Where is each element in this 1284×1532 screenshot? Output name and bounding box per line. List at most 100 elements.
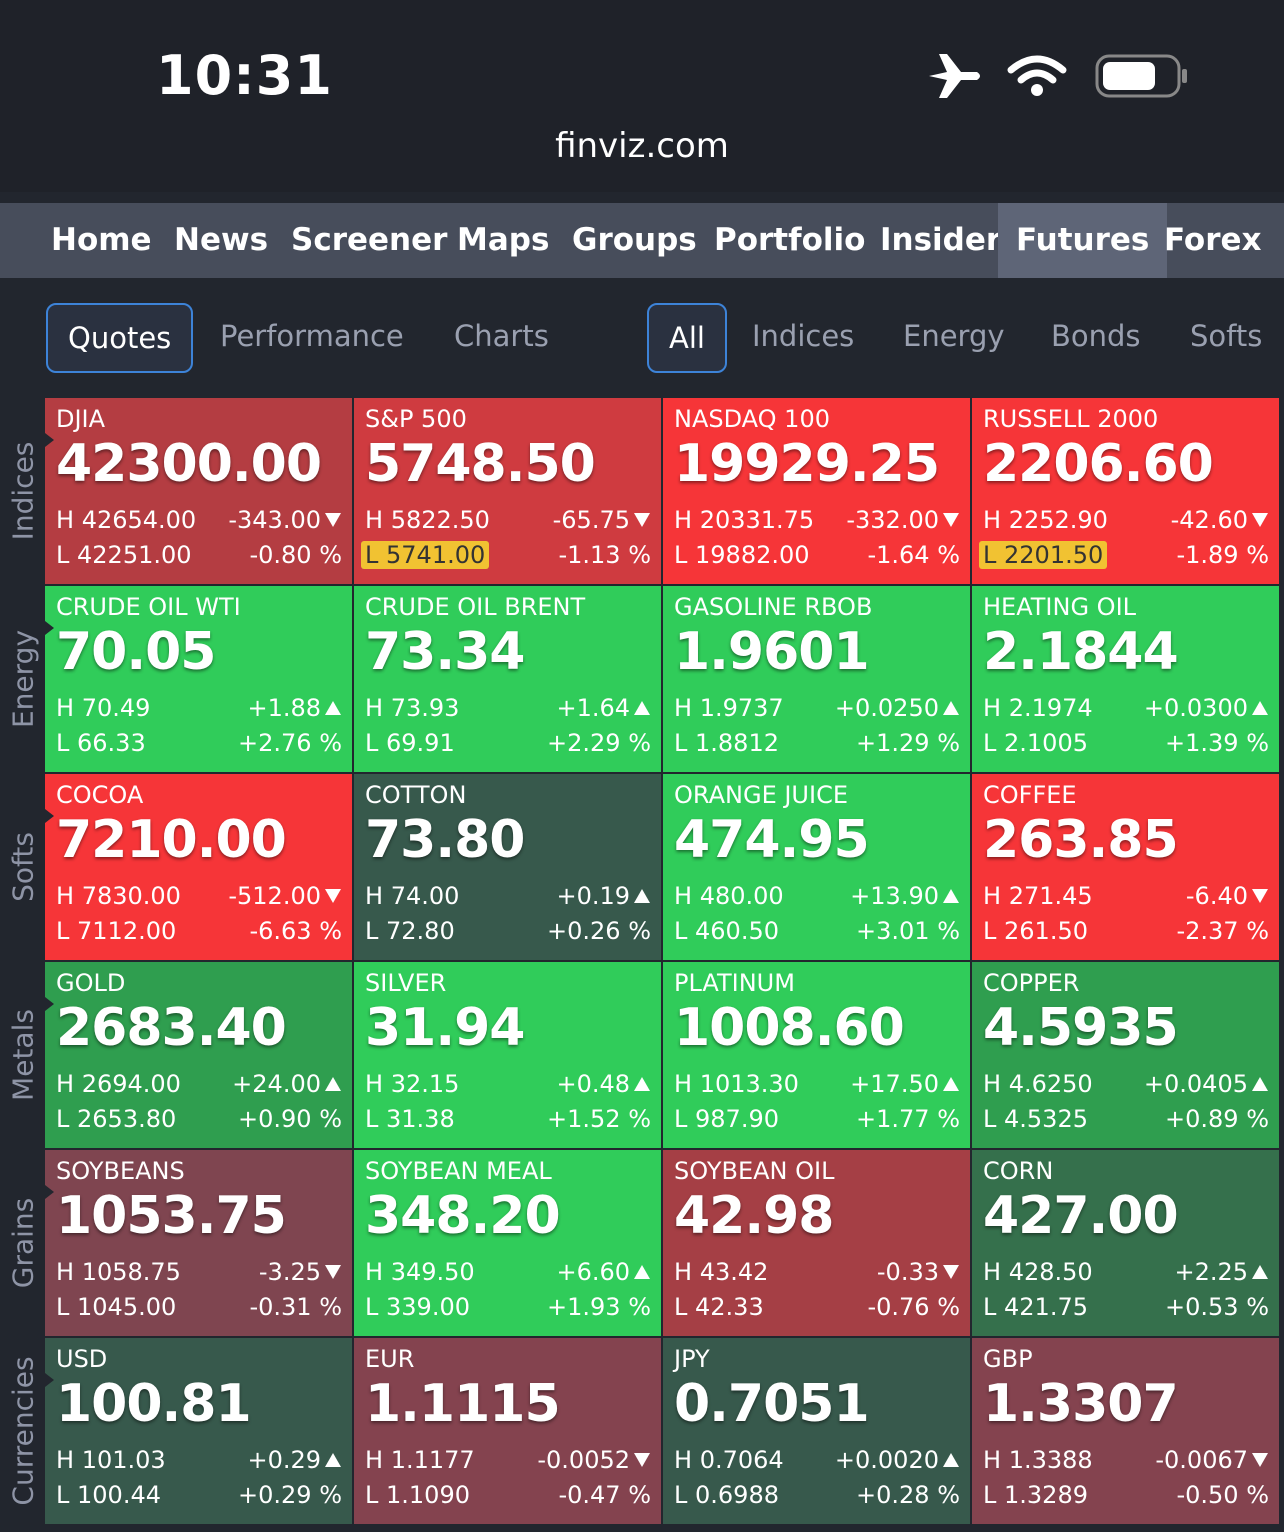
change-value: -42.60 bbox=[1170, 506, 1248, 534]
low-label: L bbox=[56, 541, 70, 569]
quote-tile[interactable]: EUR 1.1115 H 1.1177 -0.0052 L 1.1090 -0.47 % bbox=[354, 1338, 661, 1524]
high-row: H 2.1974 +0.0300 bbox=[983, 692, 1269, 724]
high-row: H 42654.00 -343.00 bbox=[56, 504, 342, 536]
low-value: 19882.00 bbox=[695, 541, 810, 569]
high-row: H 0.7064 +0.0020 bbox=[674, 1444, 960, 1476]
quote-tile[interactable]: CRUDE OIL BRENT 73.34 H 73.93 +1.64 L 69.91 +… bbox=[354, 586, 661, 772]
low-label: L bbox=[674, 917, 688, 945]
tab[interactable]: Bonds bbox=[1051, 319, 1141, 353]
status-bar: 10:31 finviz.com bbox=[0, 0, 1284, 192]
tab[interactable]: Indices bbox=[752, 319, 855, 353]
price: 263.85 bbox=[983, 810, 1179, 870]
tab[interactable]: Energy bbox=[903, 319, 1005, 353]
quote-tile[interactable]: GOLD 2683.40 H 2694.00 +24.00 L 2653.80 +0.90… bbox=[45, 962, 352, 1148]
quote-tile[interactable]: S&P 500 5748.50 H 5822.50 -65.75 L 5741.00 -1… bbox=[354, 398, 661, 584]
change: +17.50 bbox=[850, 1068, 960, 1100]
change-value: +1.64 bbox=[556, 694, 630, 722]
percent: -0.50 % bbox=[1176, 1479, 1269, 1511]
tab[interactable]: Quotes bbox=[46, 303, 194, 373]
high-row: H 1.1177 -0.0052 bbox=[365, 1444, 651, 1476]
change: -3.25 bbox=[259, 1256, 342, 1288]
quote-tile[interactable]: JPY 0.7051 H 0.7064 +0.0020 L 0.6988 +0.28 % bbox=[663, 1338, 970, 1524]
quote-tile[interactable]: SOYBEANS 1053.75 H 1058.75 -3.25 L 1045.00 -0… bbox=[45, 1150, 352, 1336]
quote-tile[interactable]: COPPER 4.5935 H 4.6250 +0.0405 L 4.5325 +0.89… bbox=[972, 962, 1279, 1148]
nav-link[interactable]: Groups bbox=[572, 222, 697, 258]
quote-tile[interactable]: GASOLINE RBOB 1.9601 H 1.9737 +0.0250 L 1.88… bbox=[663, 586, 970, 772]
quote-tile[interactable]: COCOA 7210.00 H 7830.00 -512.00 L 7112.00 -6.… bbox=[45, 774, 352, 960]
instrument-name: CRUDE OIL WTI bbox=[56, 593, 241, 621]
high-value: 20331.75 bbox=[699, 506, 815, 534]
trend-arrow bbox=[634, 1265, 650, 1279]
tab[interactable]: All bbox=[647, 303, 727, 373]
price: 2.1844 bbox=[983, 622, 1179, 682]
quote-tile[interactable]: DJIA 42300.00 H 42654.00 -343.00 L 42251.00 -… bbox=[45, 398, 352, 584]
high-row: H 428.50 +2.25 bbox=[983, 1256, 1269, 1288]
percent: +1.93 % bbox=[547, 1291, 651, 1323]
tab[interactable]: Softs bbox=[1190, 319, 1263, 353]
quote-tile[interactable]: CRUDE OIL WTI 70.05 H 70.49 +1.88 L 66.33 +2.… bbox=[45, 586, 352, 772]
quote-tile[interactable]: COFFEE 263.85 H 271.45 -6.40 L 261.50 -2.37 % bbox=[972, 774, 1279, 960]
tab[interactable]: Performance bbox=[220, 319, 404, 353]
nav-link[interactable]: Futures bbox=[998, 203, 1168, 278]
high-value: 349.50 bbox=[390, 1258, 475, 1286]
high-value: 4.6250 bbox=[1008, 1070, 1093, 1098]
quote-tile[interactable]: RUSSELL 2000 2206.60 H 2252.90 -42.60 L 2201… bbox=[972, 398, 1279, 584]
low-value: 4.5325 bbox=[1004, 1105, 1088, 1133]
high-label: H bbox=[674, 506, 693, 534]
nav-link[interactable]: Portfolio bbox=[714, 222, 866, 258]
high: H 1.3388 bbox=[983, 1444, 1093, 1476]
quote-tile[interactable]: SOYBEAN MEAL 348.20 H 349.50 +6.60 L 339.00 +… bbox=[354, 1150, 661, 1336]
high-value: 5822.50 bbox=[390, 506, 490, 534]
trend-arrow bbox=[943, 1265, 959, 1279]
high: H 2252.90 bbox=[983, 504, 1108, 536]
quote-tile[interactable]: NASDAQ 100 19929.25 H 20331.75 -332.00 L 198… bbox=[663, 398, 970, 584]
quote-tile[interactable]: USD 100.81 H 101.03 +0.29 L 100.44 +0.29 % bbox=[45, 1338, 352, 1524]
change: +0.0405 bbox=[1144, 1068, 1269, 1100]
change-value: -343.00 bbox=[228, 506, 321, 534]
change: +0.48 bbox=[556, 1068, 651, 1100]
high-label: H bbox=[983, 1070, 1002, 1098]
change: -6.40 bbox=[1186, 880, 1269, 912]
low-label: L bbox=[365, 1293, 379, 1321]
battery-tip bbox=[1182, 69, 1187, 83]
change: -42.60 bbox=[1171, 504, 1269, 536]
nav-link[interactable]: Insider bbox=[880, 222, 1002, 258]
low-row: L 0.6988 +0.28 % bbox=[674, 1479, 960, 1511]
quote-tile[interactable]: SOYBEAN OIL 42.98 H 43.42 -0.33 L 42.33 -0.76… bbox=[663, 1150, 970, 1336]
trend-arrow bbox=[325, 701, 341, 715]
quote-tile[interactable]: PLATINUM 1008.60 H 1013.30 +17.50 L 987.90 +1… bbox=[663, 962, 970, 1148]
nav-link[interactable]: News bbox=[174, 222, 269, 258]
high-row: H 2694.00 +24.00 bbox=[56, 1068, 342, 1100]
quote-tile[interactable]: CORN 427.00 H 428.50 +2.25 L 421.75 +0.53 % bbox=[972, 1150, 1279, 1336]
instrument-name: GOLD bbox=[56, 969, 126, 997]
instrument-name: CORN bbox=[983, 1157, 1054, 1185]
quote-tile[interactable]: GBP 1.3307 H 1.3388 -0.0067 L 1.3289 -0.50 % bbox=[972, 1338, 1279, 1524]
high-row: H 5822.50 -65.75 bbox=[365, 504, 651, 536]
nav-link[interactable]: Home bbox=[51, 222, 152, 258]
low-row: L 421.75 +0.53 % bbox=[983, 1291, 1269, 1323]
tab[interactable]: Charts bbox=[454, 319, 549, 353]
nav-link[interactable]: Maps bbox=[457, 222, 550, 258]
percent-value: +2.29 % bbox=[547, 729, 651, 757]
high-value: 43.42 bbox=[699, 1258, 769, 1286]
high-label: H bbox=[56, 506, 75, 534]
nav-link[interactable]: Screener bbox=[291, 222, 448, 258]
high: H 480.00 bbox=[674, 880, 784, 912]
nav-link[interactable]: Forex bbox=[1164, 222, 1262, 258]
arrow-shape bbox=[634, 1077, 650, 1091]
high-value: 480.00 bbox=[699, 882, 784, 910]
quote-tile[interactable]: HEATING OIL 2.1844 H 2.1974 +0.0300 L 2.1005… bbox=[972, 586, 1279, 772]
arrow-shape bbox=[1252, 1077, 1268, 1091]
high-row: H 32.15 +0.48 bbox=[365, 1068, 651, 1100]
high-row: H 271.45 -6.40 bbox=[983, 880, 1269, 912]
quote-tile[interactable]: COTTON 73.80 H 74.00 +0.19 L 72.80 +0.26 % bbox=[354, 774, 661, 960]
quote-tile[interactable]: ORANGE JUICE 474.95 H 480.00 +13.90 L 460.50… bbox=[663, 774, 970, 960]
arrow-shape bbox=[1252, 889, 1268, 903]
quote-tile[interactable]: SILVER 31.94 H 32.15 +0.48 L 31.38 +1.52 % bbox=[354, 962, 661, 1148]
low-value: 2201.50 bbox=[1004, 541, 1104, 569]
low: L 1045.00 bbox=[56, 1291, 176, 1323]
low-value: 1.1090 bbox=[386, 1481, 470, 1509]
group-label: Energy bbox=[0, 586, 45, 772]
price: 0.7051 bbox=[674, 1374, 870, 1434]
percent: +3.01 % bbox=[856, 915, 960, 947]
